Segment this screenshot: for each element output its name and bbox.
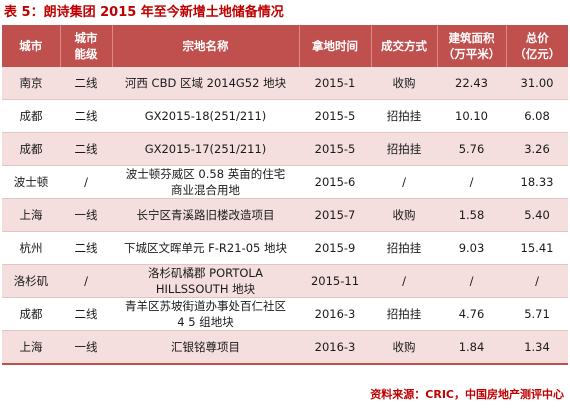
cell-name-line: GX2015-18(251/211) — [144, 109, 267, 123]
table-row: 成都 二线 GX2015-18(251/211) 2015-5 招拍挂 10.10 6.08 — [2, 99, 568, 133]
cell-area: / — [437, 165, 506, 199]
cell-name: 洛杉矶橘郡 PORTOLA HILLSSOUTH 地块 — [112, 264, 299, 298]
cell-time: 2015-5 — [299, 99, 371, 133]
cell-city: 上海 — [2, 330, 60, 365]
cell-name-line: 青羊区苏坡街道办事处百仁社区 — [125, 299, 286, 313]
cell-city: 洛杉矶 — [2, 264, 60, 298]
table-row: 上海 一线 汇银铭尊项目 2016-3 收购 1.84 1.34 — [2, 330, 568, 365]
cell-city: 南京 — [2, 67, 60, 100]
cell-tier: 二线 — [60, 67, 112, 100]
table-body: 南京 二线 河西 CBD 区域 2014G52 地块 2015-1 收购 22.43 31.… — [2, 67, 568, 365]
cell-area: 22.43 — [437, 67, 506, 100]
cell-time: 2015-11 — [299, 264, 371, 298]
cell-name-line: HILLSSOUTH 地块 — [155, 282, 256, 296]
cell-name-line: 波士顿芬威区 0.58 英亩的住宅 — [125, 167, 286, 181]
cell-name-line: GX2015-17(251/211) — [144, 142, 267, 156]
cell-tier: 二线 — [60, 297, 112, 331]
table-row: 洛杉矶 / 洛杉矶橘郡 PORTOLA HILLSSOUTH 地块 2015-11// / — [2, 264, 568, 298]
cell-area: 10.10 — [437, 99, 506, 133]
cell-price: 5.40 — [506, 198, 568, 232]
cell-tier: 二线 — [60, 99, 112, 133]
cell-time: 2016-3 — [299, 330, 371, 365]
cell-area: 9.03 — [437, 231, 506, 265]
cell-price: 1.34 — [506, 330, 568, 365]
cell-tier: 二线 — [60, 132, 112, 166]
header-method: 成交方式 — [371, 25, 438, 67]
cell-time: 2015-5 — [299, 132, 371, 166]
cell-name-line: 4 5 组地块 — [177, 315, 234, 329]
cell-price: 18.33 — [506, 165, 568, 199]
table-row: 上海 一线 长宁区青溪路旧楼改造项目 2015-7 收购 1.58 5.40 — [2, 198, 568, 232]
cell-city: 成都 — [2, 297, 60, 331]
cell-name: 下城区文晖单元 F-R21-05 地块 — [112, 231, 299, 265]
cell-tier: / — [60, 165, 112, 199]
header-area: 建筑面积 （万平米） — [437, 25, 507, 67]
source-note: 资料来源：CRIC，中国房地产测评中心 — [370, 388, 564, 401]
cell-method: 招拍挂 — [371, 132, 437, 166]
cell-area: / — [437, 264, 506, 298]
cell-city: 波士顿 — [2, 165, 60, 199]
cell-city: 成都 — [2, 99, 60, 133]
cell-method: 收购 — [371, 330, 437, 365]
cell-name-line: 商业混合用地 — [171, 183, 240, 197]
cell-name: 波士顿芬威区 0.58 英亩的住宅 商业混合用地 — [112, 165, 299, 199]
cell-method: 招拍挂 — [371, 99, 437, 133]
header-price: 总价 （亿元） — [506, 25, 568, 67]
cell-method: 招拍挂 — [371, 231, 437, 265]
cell-name: 青羊区苏坡街道办事处百仁社区 4 5 组地块 — [112, 297, 299, 331]
cell-price: 3.26 — [506, 132, 568, 166]
header-city: 城市 — [2, 25, 61, 67]
cell-name: 汇银铭尊项目 — [112, 330, 299, 365]
cell-name-line: 汇银铭尊项目 — [171, 340, 240, 354]
cell-area: 4.76 — [437, 297, 506, 331]
cell-name-line: 长宁区青溪路旧楼改造项目 — [136, 208, 275, 222]
header-name: 宗地名称 — [112, 25, 300, 67]
cell-city: 杭州 — [2, 231, 60, 265]
cell-city: 成都 — [2, 132, 60, 166]
cell-name-line: 河西 CBD 区域 2014G52 地块 — [124, 76, 287, 90]
cell-time: 2015-1 — [299, 67, 371, 100]
cell-price: 6.08 — [506, 99, 568, 133]
cell-price: 5.71 — [506, 297, 568, 331]
cell-name: GX2015-17(251/211) — [112, 132, 299, 166]
cell-time: 2015-7 — [299, 198, 371, 232]
cell-tier: 一线 — [60, 198, 112, 232]
cell-area: 1.84 — [437, 330, 506, 365]
cell-method: / — [371, 165, 437, 199]
cell-name-line: 洛杉矶橘郡 PORTOLA — [148, 266, 263, 280]
table-row: 成都 二线 GX2015-17(251/211) 2015-5 招拍挂 5.76 3.26 — [2, 132, 568, 166]
cell-time: 2015-9 — [299, 231, 371, 265]
cell-area: 1.58 — [437, 198, 506, 232]
cell-time: 2016-3 — [299, 297, 371, 331]
table-row: 成都 二线 青羊区苏坡街道办事处百仁社区 4 5 组地块 2016-3 招拍挂 4.76 5.… — [2, 297, 568, 331]
cell-time: 2015-6 — [299, 165, 371, 199]
cell-tier: / — [60, 264, 112, 298]
cell-city: 上海 — [2, 198, 60, 232]
cell-method: 收购 — [371, 67, 437, 100]
table-title: 表 5：朗诗集团 2015 年至今新增土地储备情况 — [4, 5, 284, 20]
header-row: 城市 城市 能级 宗地名称 拿地时间 成交方式 建筑面积 （万平米） 总价 （亿元） — [2, 25, 568, 67]
header-tier: 城市 能级 — [60, 25, 113, 67]
cell-price: 31.00 — [506, 67, 568, 100]
cell-tier: 二线 — [60, 231, 112, 265]
table-row: 波士顿 / 波士顿芬威区 0.58 英亩的住宅 商业混合用地 2015-6//18.33 — [2, 165, 568, 199]
cell-area: 5.76 — [437, 132, 506, 166]
cell-price: / — [506, 264, 568, 298]
cell-name: 长宁区青溪路旧楼改造项目 — [112, 198, 299, 232]
cell-name: GX2015-18(251/211) — [112, 99, 299, 133]
cell-name-line: 下城区文晖单元 F-R21-05 地块 — [124, 241, 287, 255]
cell-tier: 一线 — [60, 330, 112, 365]
cell-price: 15.41 — [506, 231, 568, 265]
cell-name: 河西 CBD 区域 2014G52 地块 — [112, 67, 299, 100]
table-row: 南京 二线 河西 CBD 区域 2014G52 地块 2015-1 收购 22.43 31.… — [2, 67, 568, 100]
cell-method: 收购 — [371, 198, 437, 232]
header-time: 拿地时间 — [299, 25, 372, 67]
table-row: 杭州 二线 下城区文晖单元 F-R21-05 地块 2015-9 招拍挂 9.03 15.4… — [2, 231, 568, 265]
cell-method: 招拍挂 — [371, 297, 437, 331]
cell-method: / — [371, 264, 437, 298]
land-reserve-table: 城市 城市 能级 宗地名称 拿地时间 成交方式 建筑面积 （万平米） 总价 （亿元） … — [2, 25, 568, 365]
